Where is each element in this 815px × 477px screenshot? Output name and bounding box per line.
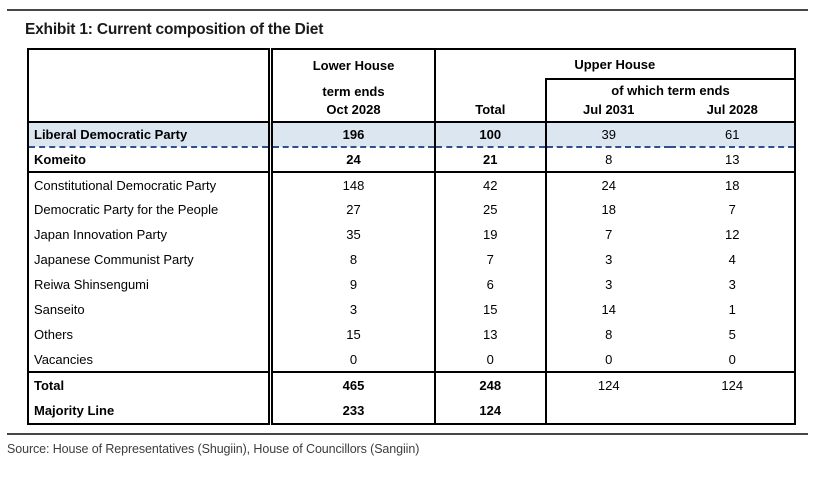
value-cell: 15 — [434, 297, 547, 322]
table-row: Komeito 24 21 8 13 — [28, 147, 795, 173]
party-name-cell: Japanese Communist Party — [28, 247, 274, 272]
value-cell: 24 — [270, 147, 436, 173]
value-cell: 27 — [270, 197, 436, 222]
value-cell: 124 — [434, 398, 547, 424]
exhibit-title: Exhibit 1: Current composition of the Di… — [25, 21, 324, 38]
party-name-cell: Komeito — [28, 147, 274, 173]
value-cell: 18 — [601, 202, 616, 217]
party-name-cell: Majority Line — [28, 398, 274, 424]
table-row: Liberal Democratic Party 196 100 39 61 — [28, 122, 795, 148]
value-cell: 42 — [434, 172, 547, 197]
top-divider-rule — [7, 9, 808, 11]
party-name-cell: Total — [28, 372, 274, 398]
value-cell: 465 — [270, 372, 436, 398]
lower-house-term-date-label: Oct 2028 — [326, 102, 381, 117]
party-name-cell: Liberal Democratic Party — [28, 122, 274, 148]
value-cell: 0 — [670, 347, 795, 373]
table-row: Democratic Party for the People 27 25 18 7 — [28, 197, 795, 222]
value-cell: 124 — [721, 378, 744, 393]
value-cell: 148 — [270, 172, 436, 197]
value-cell: 7 — [605, 227, 613, 242]
lower-house-label: Lower House — [312, 57, 395, 73]
blank-corner-cell — [28, 49, 274, 123]
party-name-cell: Others — [28, 322, 274, 347]
value-cell: 35 — [270, 222, 436, 247]
value-cell: 8 — [270, 247, 436, 272]
value-cell: 14 — [601, 302, 616, 317]
value-cell: 196 — [270, 122, 436, 148]
value-cell: 0 — [434, 347, 547, 373]
jul-2031-column-header: Jul 2031 — [545, 100, 671, 123]
bottom-divider-rule — [7, 433, 808, 435]
party-name-cell: Constitutional Democratic Party — [28, 172, 274, 197]
table-row: Japan Innovation Party 35 19 7 12 — [28, 222, 795, 247]
table-row: Vacancies 0 0 0 0 — [28, 347, 795, 373]
value-cell: 13 — [434, 322, 547, 347]
value-cell: 18 — [724, 177, 740, 193]
table-row: Total 465 248 124 124 — [28, 372, 795, 398]
party-name-cell: Sanseito — [28, 297, 274, 322]
value-cell: 0 — [270, 347, 436, 373]
party-name-cell: Reiwa Shinsengumi — [28, 272, 274, 297]
value-cell: 3 — [605, 277, 613, 292]
value-cell: 7 — [434, 247, 547, 272]
value-cell: 0 — [545, 347, 671, 373]
party-name-cell: Japan Innovation Party — [28, 222, 274, 247]
upper-house-header-cell: Upper House — [574, 56, 656, 72]
value-cell: 4 — [728, 252, 736, 267]
value-cell: 39 — [545, 122, 671, 148]
value-cell: 15 — [270, 322, 436, 347]
source-note: Source: House of Representatives (Shugii… — [7, 442, 420, 456]
table-body: Liberal Democratic Party 196 100 39 61 Komeit… — [28, 122, 795, 424]
value-cell — [546, 398, 670, 424]
value-cell: 3 — [605, 252, 613, 267]
table-row: Sanseito 3 15 14 1 — [28, 297, 795, 322]
table-row: Constitutional Democratic Party 148 42 24 18 — [28, 172, 795, 197]
lower-house-term-ends-label: term ends — [322, 84, 385, 99]
value-cell: 5 — [728, 327, 736, 342]
table-header: Lower House term ends Oct 2028 Upper Hou… — [28, 49, 795, 123]
table-row: Japanese Communist Party 8 7 3 4 — [28, 247, 795, 272]
value-cell: 61 — [670, 122, 795, 148]
value-cell: 7 — [728, 202, 736, 217]
table-row: Others 15 13 8 5 — [28, 322, 795, 347]
value-cell: 13 — [670, 147, 795, 173]
value-cell: 100 — [434, 122, 547, 148]
value-cell: 124 — [597, 378, 620, 393]
jul-2028-column-header: Jul 2028 — [670, 100, 795, 123]
party-name-cell: Democratic Party for the People — [28, 197, 274, 222]
value-cell: 233 — [270, 398, 436, 424]
value-cell — [670, 398, 795, 424]
value-cell: 8 — [545, 147, 671, 173]
value-cell: 3 — [270, 297, 436, 322]
party-name-cell: Vacancies — [28, 347, 274, 373]
total-column-header: Total — [434, 79, 547, 123]
table-row: Majority Line 233 124 — [28, 398, 795, 424]
value-cell: 8 — [605, 327, 613, 342]
table-row: Reiwa Shinsengumi 9 6 3 3 — [28, 272, 795, 297]
diet-composition-table: Lower House term ends Oct 2028 Upper Hou… — [27, 48, 796, 425]
value-cell: 19 — [434, 222, 547, 247]
value-cell: 9 — [270, 272, 436, 297]
page: Exhibit 1: Current composition of the Di… — [0, 9, 815, 456]
value-cell: 25 — [434, 197, 547, 222]
value-cell: 248 — [434, 372, 547, 398]
of-which-term-ends-header: of which term ends — [545, 78, 795, 100]
value-cell: 12 — [724, 227, 740, 242]
value-cell: 21 — [434, 147, 547, 173]
value-cell: 1 — [728, 302, 736, 317]
value-cell: 24 — [601, 177, 616, 193]
value-cell: 6 — [434, 272, 547, 297]
value-cell: 3 — [728, 277, 736, 292]
lower-house-header-cell: Lower House term ends Oct 2028 — [270, 49, 436, 123]
